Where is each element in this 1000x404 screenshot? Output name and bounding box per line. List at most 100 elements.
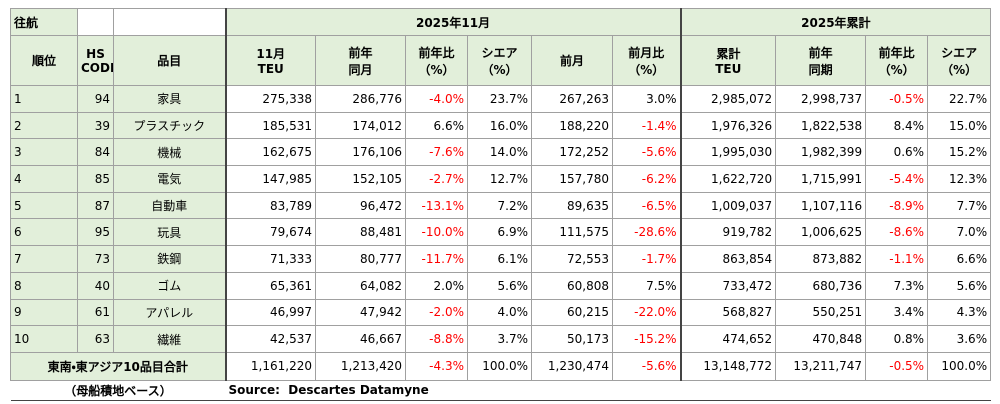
data-row: 3 84 機械 162,675 176,106 -7.6% 14.0% 172,252 -5.6… (10, 138, 992, 167)
label-cell: 7 (10, 245, 78, 273)
value-cell: 80,777 (315, 245, 406, 273)
value-cell: 1,976,326 (679, 111, 777, 140)
value-cell: 60,215 (531, 298, 613, 327)
value-cell: 147,985 (224, 165, 316, 193)
footer-note: （母船積地ベース） (10, 380, 226, 401)
value-cell: 13,148,772 (679, 351, 777, 381)
header-text: 前年比 (878, 45, 915, 60)
label-cell: 4 (10, 165, 78, 193)
value-cell: 71,333 (224, 245, 316, 273)
label-cell: 94 (77, 85, 114, 113)
label-cell: 繊維 (113, 325, 226, 353)
header-text: TEU (257, 62, 284, 76)
value-cell: 1,161,220 (224, 351, 316, 381)
value-cell: 5.6% (927, 271, 992, 300)
value-cell: -5.4% (865, 165, 929, 193)
value-cell: -2.0% (405, 298, 468, 327)
value-cell: 2.0% (405, 271, 468, 300)
total-label: 東南・東アジア10品目合計 (10, 351, 226, 381)
label-cell: 85 (77, 165, 114, 193)
value-cell: 8.4% (865, 111, 929, 140)
label-cell: 鉄鋼 (113, 245, 226, 273)
value-cell: 88,481 (315, 218, 406, 247)
value-cell: 12.3% (927, 165, 992, 193)
label-cell: 6 (10, 218, 78, 247)
value-cell: 174,012 (315, 111, 406, 140)
column-header: 前年比 （%） (865, 35, 929, 86)
mode-label: 往航 (10, 8, 78, 36)
value-cell: 185,531 (224, 111, 316, 140)
label-cell: 自動車 (113, 191, 226, 220)
value-cell: 1,715,991 (775, 165, 867, 193)
header-text: 順位 (31, 54, 56, 68)
column-header: 順位 (10, 35, 78, 86)
value-cell: 7.2% (467, 191, 532, 220)
value-cell: 7.7% (927, 191, 992, 220)
header-text: 前年 (348, 45, 373, 60)
label-cell: アパレル (113, 298, 226, 327)
value-cell: 6.6% (405, 111, 468, 140)
header-text: 累計 (716, 47, 741, 61)
value-cell: 550,251 (775, 298, 867, 327)
label-cell: 73 (77, 245, 114, 273)
value-cell: 47,942 (315, 298, 406, 327)
header-row: 往航 2025年11月 2025年累計 (10, 8, 992, 36)
label-cell: 40 (77, 271, 114, 300)
value-cell: 100.0% (927, 351, 992, 381)
header-text: （%） (481, 62, 518, 77)
value-cell: 172,252 (531, 138, 613, 167)
value-cell: -10.0% (405, 218, 468, 247)
value-cell: 7.5% (611, 271, 682, 300)
value-cell: 1,230,474 (531, 351, 613, 381)
value-cell: 60,808 (531, 271, 613, 300)
label-cell: 8 (10, 271, 78, 300)
header-text: 同期 (808, 62, 833, 77)
column-header: 累計 TEU (679, 35, 777, 86)
value-cell: 919,782 (679, 218, 777, 247)
column-header: 品目 (113, 35, 226, 86)
header-text: 前月 (559, 54, 584, 68)
value-cell: 474,652 (679, 325, 777, 353)
value-cell: 12.7% (467, 165, 532, 193)
label-cell: 5 (10, 191, 78, 220)
value-cell: 111,575 (531, 218, 613, 247)
data-row: 8 40 ゴム 65,361 64,082 2.0% 5.6% 60,808 7.5% 733,4… (10, 271, 992, 300)
label-cell: 機械 (113, 138, 226, 167)
value-cell: 6.1% (467, 245, 532, 273)
value-cell: -8.6% (865, 218, 929, 247)
value-cell: 470,848 (775, 325, 867, 353)
empty-cell (113, 8, 226, 36)
header-text: 前年 (808, 45, 833, 60)
value-cell: -1.7% (611, 245, 682, 273)
value-cell: -7.6% (405, 138, 468, 167)
label-cell: 95 (77, 218, 114, 247)
value-cell: 65,361 (224, 271, 316, 300)
value-cell: 15.2% (927, 138, 992, 167)
period-header: 2025年11月 (224, 8, 682, 36)
label-cell: プラスチック (113, 111, 226, 140)
data-row: 7 73 鉄鋼 71,333 80,777 -11.7% 6.1% 72,553 -1.7% 86… (10, 245, 992, 273)
column-header-row: 順位HSCODE品目11月TEU前年同月前年比（%）シエア（%）前月前月比（%）… (10, 35, 992, 86)
label-cell: 2 (10, 111, 78, 140)
value-cell: 42,537 (224, 325, 316, 353)
data-row: 6 95 玩具 79,674 88,481 -10.0% 6.9% 111,575 -28.6%… (10, 218, 992, 247)
header-text: 11月 (256, 47, 286, 61)
value-cell: 176,106 (315, 138, 406, 167)
value-cell: 3.6% (927, 325, 992, 353)
value-cell: 5.6% (467, 271, 532, 300)
value-cell: 152,105 (315, 165, 406, 193)
value-cell: -0.5% (865, 351, 929, 381)
value-cell: 3.7% (467, 325, 532, 353)
value-cell: 6.9% (467, 218, 532, 247)
value-cell: 7.0% (927, 218, 992, 247)
value-cell: 50,173 (531, 325, 613, 353)
value-cell: 275,338 (224, 85, 316, 113)
value-cell: 1,995,030 (679, 138, 777, 167)
empty-cell (77, 8, 114, 36)
value-cell: 568,827 (679, 298, 777, 327)
data-row: 1 94 家具 275,338 286,776 -4.0% 23.7% 267,263 3.0%… (10, 85, 992, 113)
label-cell: 63 (77, 325, 114, 353)
value-cell: -1.1% (865, 245, 929, 273)
value-cell: 22.7% (927, 85, 992, 113)
